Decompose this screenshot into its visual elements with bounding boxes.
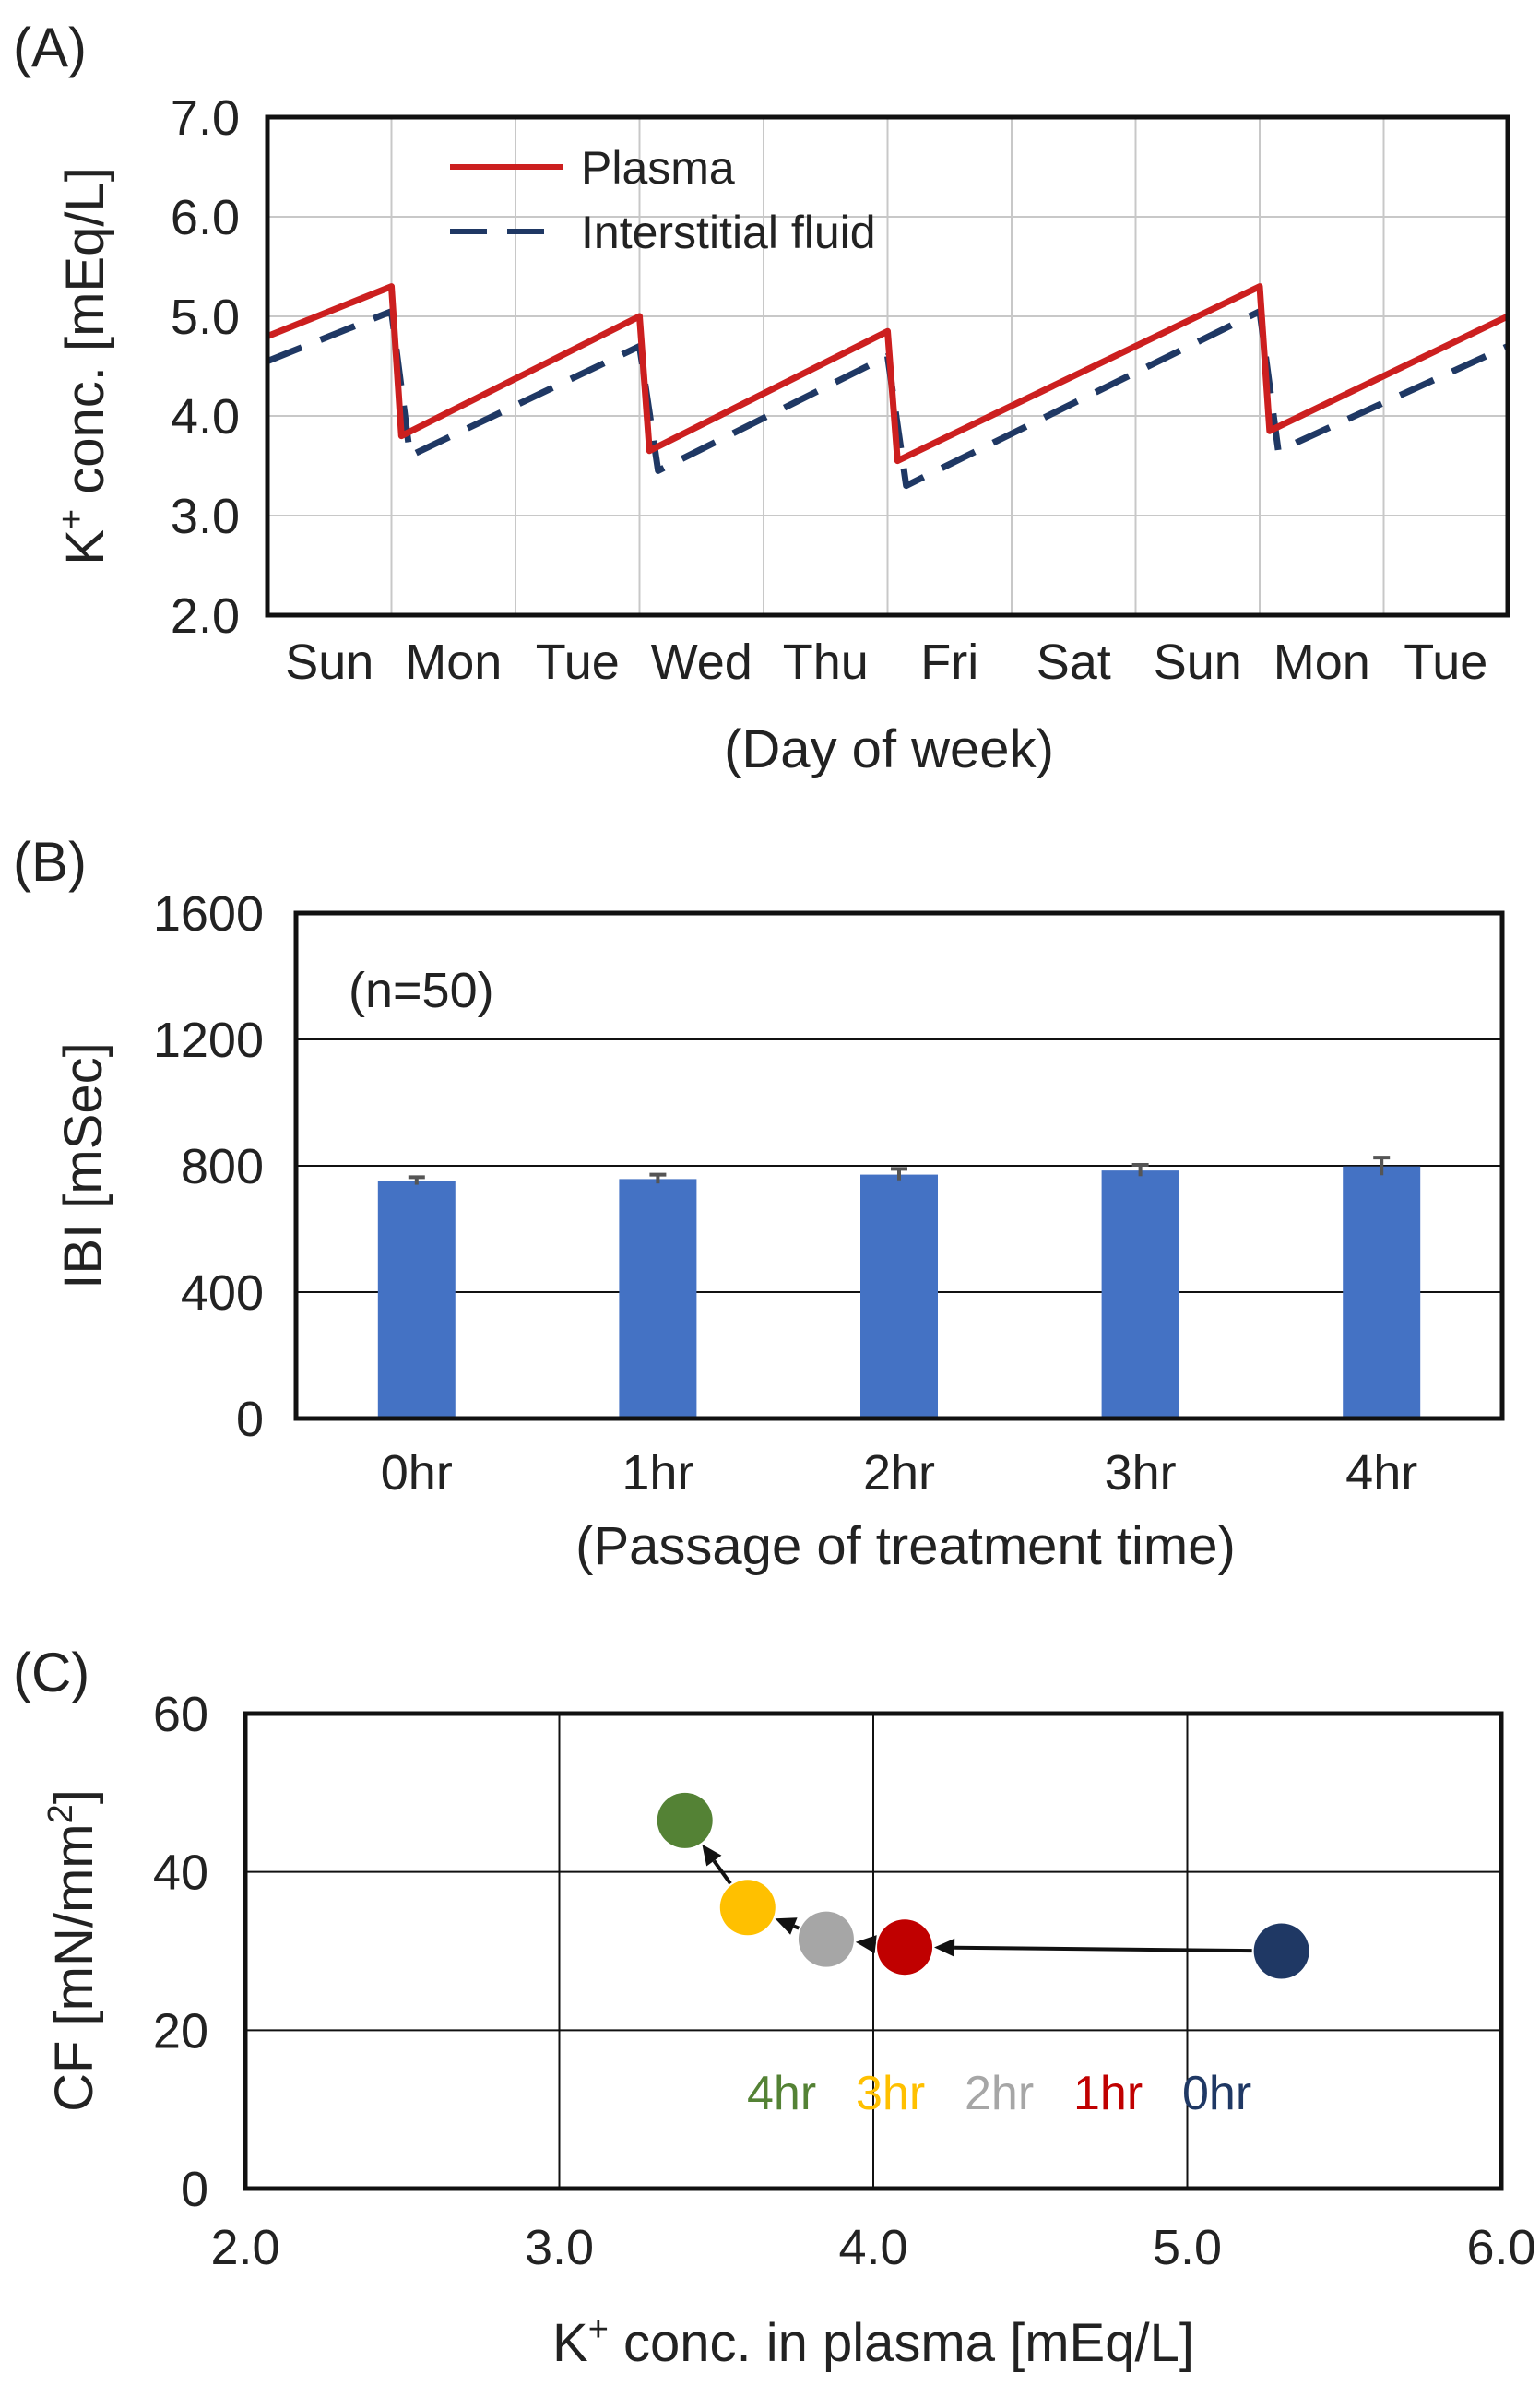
panel-a-x-tick-label: Mon xyxy=(405,635,502,690)
panel-b-x-ticks: 0hr 1hr 2hr 3hr 4hr xyxy=(381,1445,1417,1501)
panel-c-y-tick-label: 40 xyxy=(153,1845,208,1901)
panel-c-legend: 4hr 3hr 2hr 1hr 0hr xyxy=(747,2067,1251,2120)
panel-c-x-ticks: 2.0 3.0 4.0 5.0 6.0 xyxy=(210,2220,1535,2275)
panel-b-x-tick-label: 0hr xyxy=(381,1445,453,1501)
panel-a-x-ticks: Sun Mon Tue Wed Thu Fri Sat Sun Mon Tue xyxy=(285,635,1487,690)
panel-b-y-tick-label: 1600 xyxy=(153,886,264,942)
arrow-3hr-to-4hr xyxy=(712,1859,732,1885)
panel-b-x-axis-title: (Passage of treatment time) xyxy=(575,1516,1236,1576)
panel-b-x-tick-label: 1hr xyxy=(622,1445,693,1501)
bar-4hr xyxy=(1343,1166,1421,1418)
panel-a-grid xyxy=(267,117,1508,615)
legend-interstitial-label: Interstitial fluid xyxy=(581,207,876,258)
bar-3hr xyxy=(1101,1170,1179,1418)
panel-c-x-tick-label: 6.0 xyxy=(1466,2220,1535,2275)
panel-a-y-axis-title: K+ conc. [mEq/L] xyxy=(53,167,115,565)
panel-a-y-tick-label: 3.0 xyxy=(171,489,240,544)
panel-b-x-tick-label: 2hr xyxy=(863,1445,935,1501)
legend-plasma-label: Plasma xyxy=(581,142,735,194)
panel-c-label: (C) xyxy=(13,1642,89,1703)
plasma-line xyxy=(266,283,1510,465)
panel-a-x-tick-label: Wed xyxy=(651,635,752,690)
panel-b-bar-chart: (B) (n=50) 0 400 800 1200 1600 0hr 1hr 2hr 3hr 4… xyxy=(13,831,1505,1576)
bar-1hr xyxy=(619,1179,697,1418)
panel-a-x-axis-title: (Day of week) xyxy=(724,719,1054,779)
panel-c-y-axis-title: CF [mN/mm2] xyxy=(41,1789,104,2112)
panel-c-y-tick-label: 0 xyxy=(181,2162,208,2217)
panel-a-x-tick-label: Sat xyxy=(1037,635,1111,690)
panel-a-frame xyxy=(265,114,1510,618)
panel-b-y-ticks: 0 400 800 1200 1600 xyxy=(153,886,264,1447)
panel-a-x-tick-label: Thu xyxy=(783,635,869,690)
panel-c-points xyxy=(657,1792,1309,1979)
arrowhead-4hr xyxy=(702,1844,722,1867)
panel-c-x-tick-label: 2.0 xyxy=(210,2220,279,2275)
panel-c-scatter-chart: (C) 4hr 3hr 2hr 1hr 0hr 0 20 40 60 2.0 3.0 4.0 5.0… xyxy=(13,1642,1536,2373)
panel-b-bars xyxy=(377,1156,1421,1418)
panel-b-y-tick-label: 1200 xyxy=(153,1013,264,1068)
panel-a-x-tick-label: Fri xyxy=(920,635,978,690)
panel-b-x-tick-label: 4hr xyxy=(1345,1445,1417,1501)
arrowhead-2hr xyxy=(855,1935,877,1953)
panel-b-y-tick-label: 800 xyxy=(181,1139,264,1194)
panel-c-x-tick-label: 5.0 xyxy=(1153,2220,1222,2275)
panel-a-x-tick-label: Sun xyxy=(1154,635,1242,690)
panel-c-x-tick-label: 4.0 xyxy=(838,2220,907,2275)
panel-b-sample-size: (n=50) xyxy=(349,963,494,1018)
panel-b-y-axis-title: IBI [mSec] xyxy=(53,1042,113,1289)
panel-a-x-tick-label: Mon xyxy=(1273,635,1370,690)
panel-c-arrows xyxy=(702,1844,1252,1957)
legend-label-4hr: 4hr xyxy=(747,2067,816,2120)
panel-a-y-tick-label: 7.0 xyxy=(171,90,240,146)
panel-a-x-tick-label: Sun xyxy=(285,635,373,690)
panel-c-y-ticks: 0 20 40 60 xyxy=(153,1687,208,2217)
panel-b-y-tick-label: 400 xyxy=(181,1265,264,1321)
panel-a-y-tick-label: 2.0 xyxy=(171,588,240,644)
panel-c-x-axis-title: K+ conc. in plasma [mEq/L] xyxy=(552,2310,1194,2373)
legend-label-0hr: 0hr xyxy=(1182,2067,1251,2120)
point-1hr xyxy=(877,1919,933,1976)
panel-a-y-tick-label: 6.0 xyxy=(171,190,240,245)
panel-b-x-tick-label: 3hr xyxy=(1105,1445,1177,1501)
panel-c-x-tick-label: 3.0 xyxy=(525,2220,594,2275)
legend-label-1hr: 1hr xyxy=(1073,2067,1143,2120)
panel-a-x-tick-label: Tue xyxy=(536,635,620,690)
panel-b-frame xyxy=(293,910,1505,1421)
panel-c-frame xyxy=(243,1711,1504,2191)
panel-a-y-tick-label: 4.0 xyxy=(171,389,240,445)
bar-2hr xyxy=(860,1174,938,1418)
panel-a-y-tick-label: 5.0 xyxy=(171,290,240,345)
panel-b-y-tick-label: 0 xyxy=(236,1392,264,1447)
panel-a-x-tick-label: Tue xyxy=(1404,635,1487,690)
point-2hr xyxy=(798,1911,854,1967)
legend-label-2hr: 2hr xyxy=(965,2067,1034,2120)
legend-label-3hr: 3hr xyxy=(856,2067,925,2120)
panel-a-y-ticks: 2.0 3.0 4.0 5.0 6.0 7.0 xyxy=(171,90,240,644)
point-0hr xyxy=(1253,1923,1309,1979)
panel-a-legend: Plasma Interstitial fluid xyxy=(450,142,876,258)
panel-c-y-tick-label: 20 xyxy=(153,2003,208,2059)
panel-c-y-tick-label: 60 xyxy=(153,1687,208,1742)
arrow-0hr-to-1hr xyxy=(954,1945,1252,1953)
bar-0hr xyxy=(377,1181,456,1418)
panel-a-line-chart: (A) 2.0 3.0 4.0 5.0 6.0 7.0 Sun Mon Tue Wed Thu Fr… xyxy=(13,17,1510,779)
point-3hr xyxy=(719,1880,776,1936)
arrowhead-1hr xyxy=(934,1938,955,1957)
arrowhead-3hr xyxy=(775,1917,798,1935)
panel-b-label: (B) xyxy=(13,831,87,893)
panel-a-label: (A) xyxy=(13,17,87,78)
arrow-2hr-to-3hr xyxy=(793,1924,800,1930)
point-4hr xyxy=(657,1792,713,1848)
panel-a-series xyxy=(266,283,1510,490)
